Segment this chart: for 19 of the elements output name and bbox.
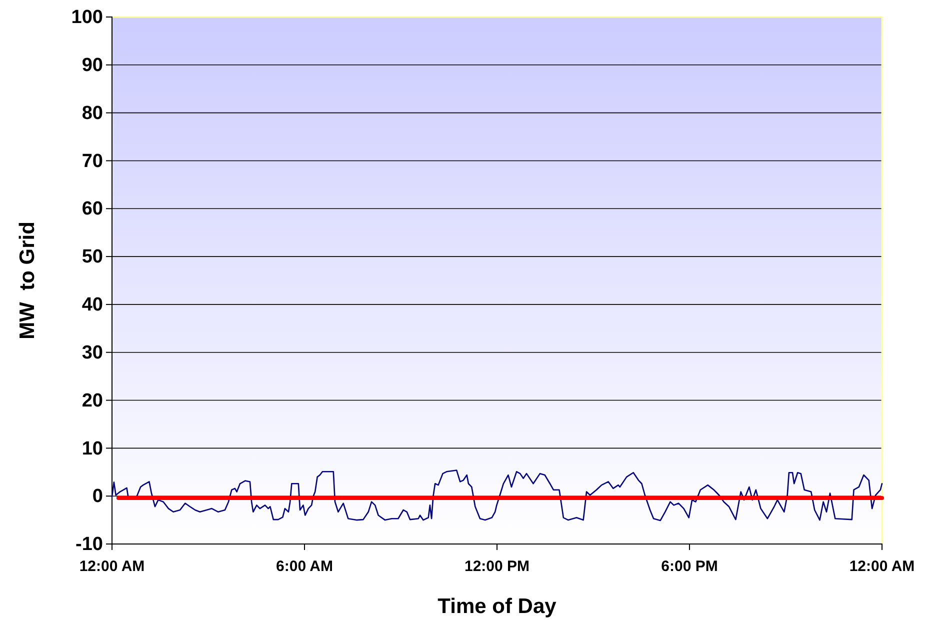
y-tick-label: 50: [82, 246, 103, 268]
x-axis-title: Time of Day: [438, 595, 557, 618]
y-tick-label: 30: [82, 342, 103, 364]
x-tick-label: 12:00 PM: [464, 558, 530, 575]
x-tick-label: 12:00 AM: [849, 558, 915, 575]
y-tick-label: 10: [82, 438, 103, 460]
y-tick-label: 90: [82, 54, 103, 76]
y-tick-label: 20: [82, 390, 103, 412]
x-tick-label: 6:00 AM: [276, 558, 333, 575]
y-tick-label: 0: [92, 486, 103, 508]
x-tick-label: 12:00 AM: [79, 558, 145, 575]
y-tick-label: -10: [76, 534, 103, 556]
y-tick-label: 60: [82, 198, 103, 220]
y-tick-label: 80: [82, 102, 103, 124]
y-tick-label: 40: [82, 294, 103, 316]
y-tick-label: 70: [82, 150, 103, 172]
y-tick-label: 100: [71, 7, 103, 28]
x-tick-label: 6:00 PM: [661, 558, 718, 575]
y-axis-title: MW to Grid: [16, 222, 39, 340]
